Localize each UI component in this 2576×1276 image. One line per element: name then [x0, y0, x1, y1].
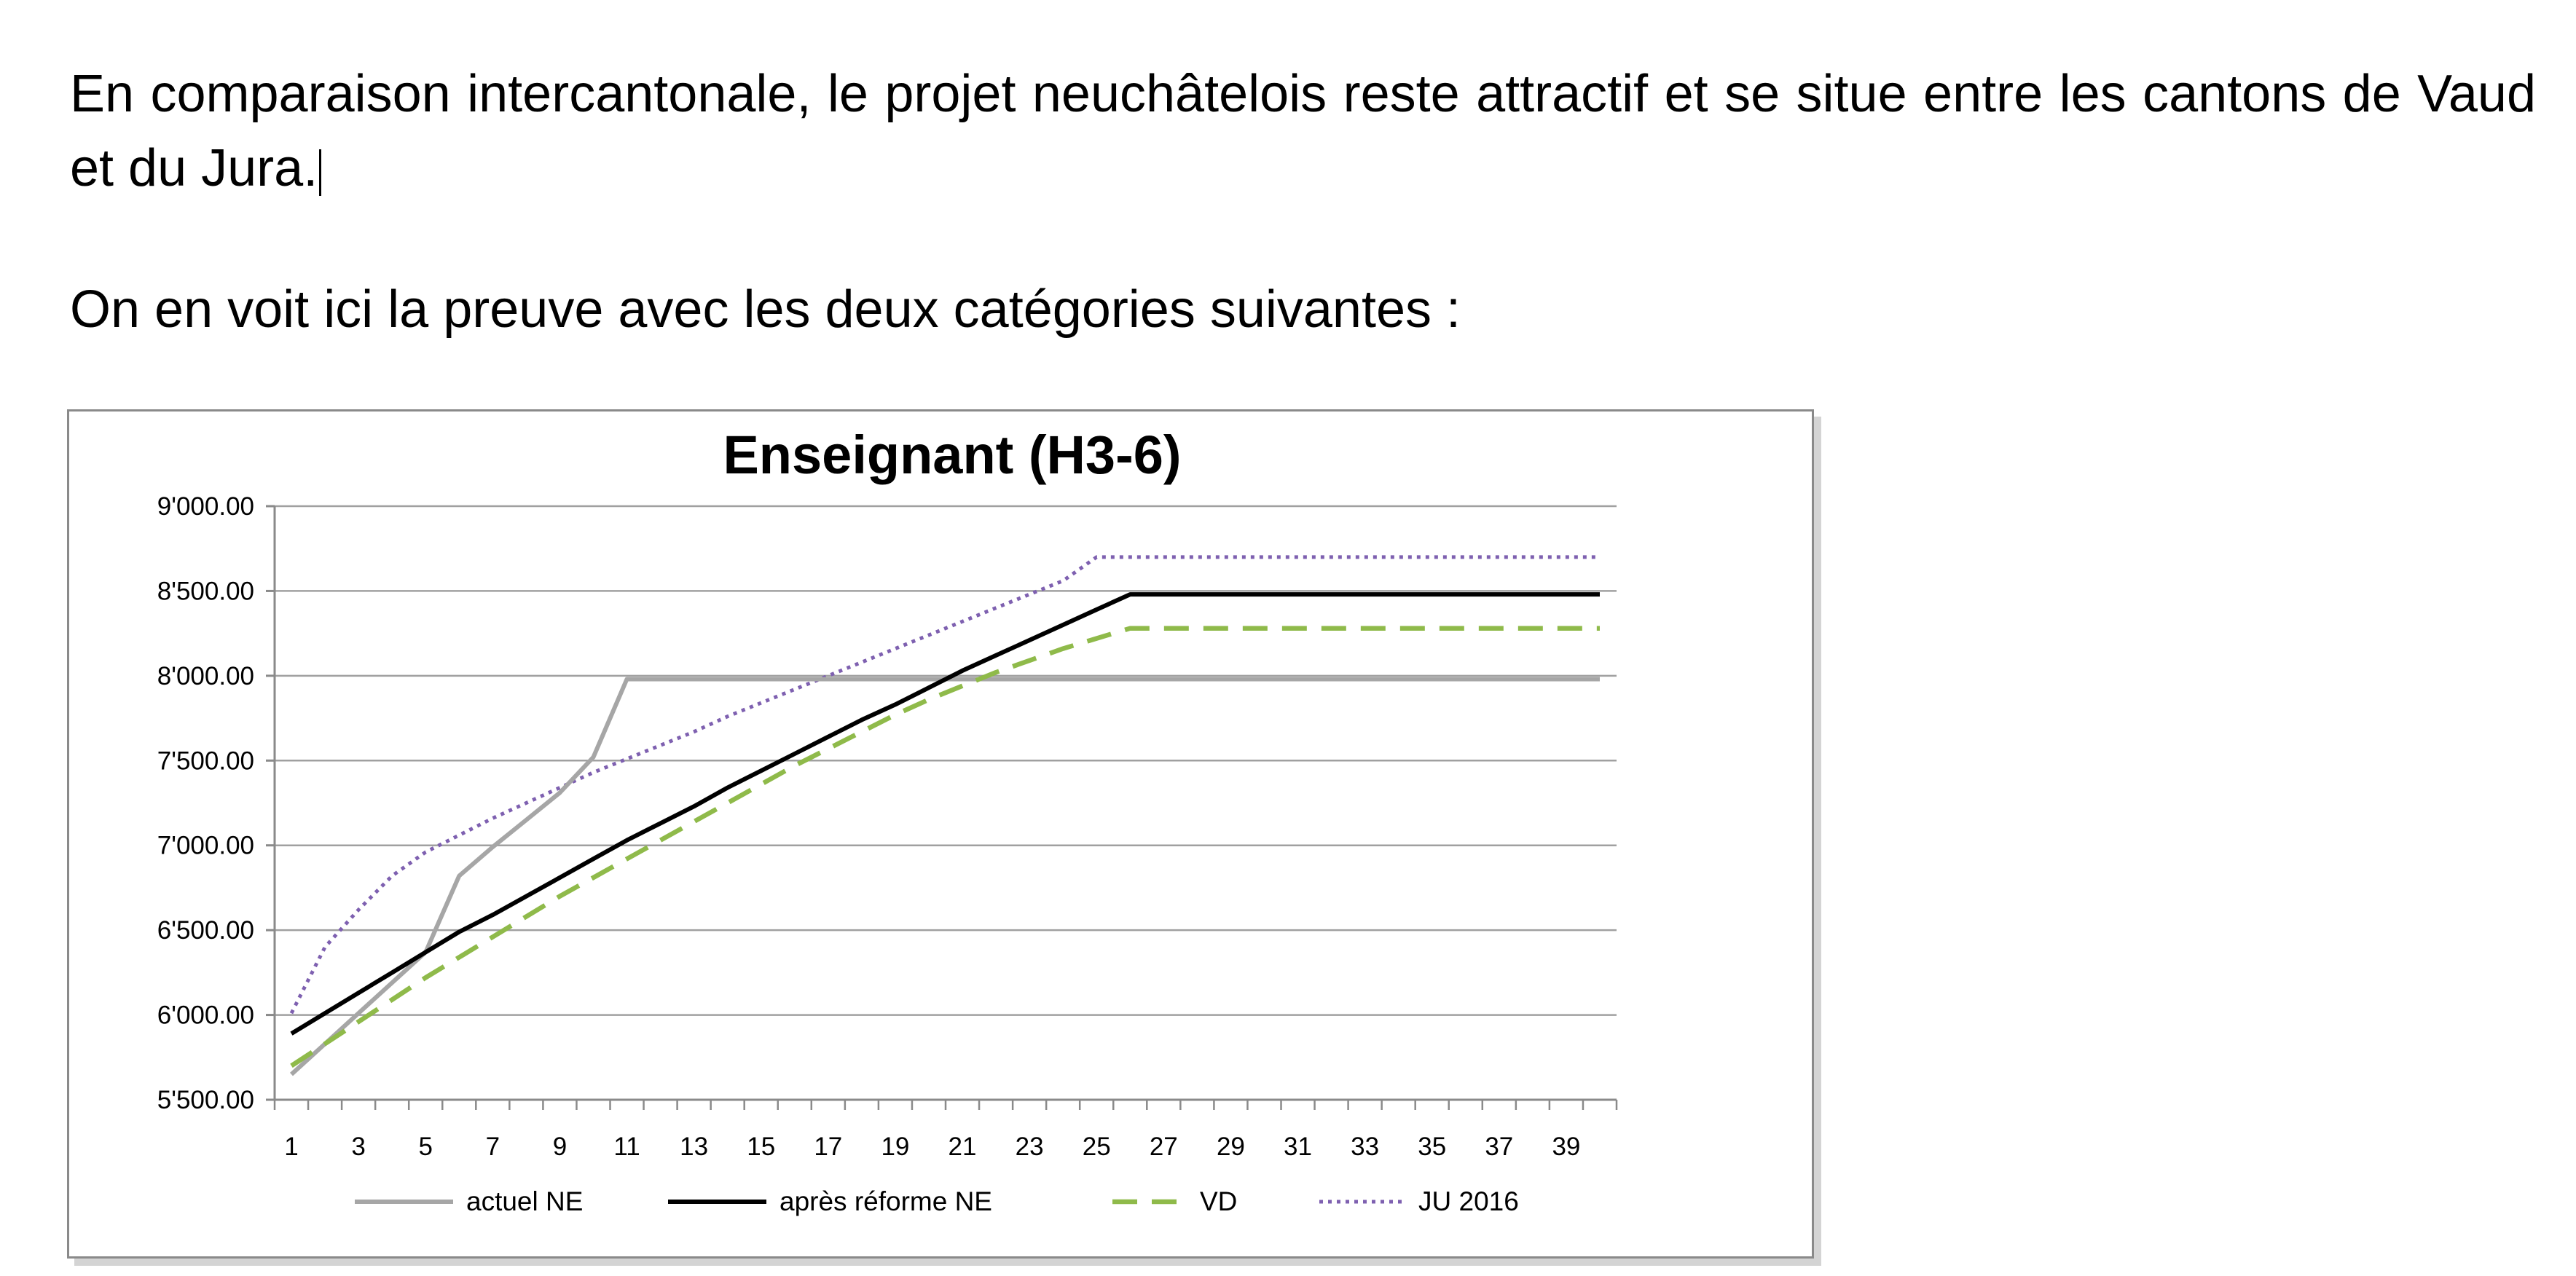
x-tick-label: 15 — [747, 1133, 775, 1161]
y-tick-label: 7'000.00 — [157, 832, 254, 860]
legend-label-3: JU 2016 — [1418, 1186, 1519, 1216]
y-tick-label: 7'500.00 — [157, 747, 254, 775]
x-tick-label: 33 — [1351, 1133, 1379, 1161]
paragraph-intro: En comparaison intercantonale, le projet… — [70, 57, 2536, 205]
paragraph-intro-text: En comparaison intercantonale, le projet… — [70, 65, 2536, 197]
x-tick-label: 31 — [1284, 1133, 1312, 1161]
chart-figure: 5'500.00 6'000.00 6'500.00 7'000.00 7'500.00… — [67, 409, 1814, 1259]
chart-title: Enseignant (H3-6) — [723, 425, 1181, 485]
x-tick-label: 3 — [351, 1133, 365, 1161]
y-tick-label: 8'000.00 — [157, 662, 254, 690]
x-tick-label: 9 — [553, 1133, 567, 1161]
x-tick-label: 29 — [1217, 1133, 1245, 1161]
text-cursor — [319, 149, 322, 196]
x-tick-label: 5 — [418, 1133, 432, 1161]
paragraph-categories: On en voit ici la preuve avec les deux c… — [70, 280, 1461, 339]
x-tick-label: 21 — [949, 1133, 977, 1161]
legend-label-1: après réforme NE — [780, 1186, 992, 1216]
x-tick-label: 7 — [486, 1133, 500, 1161]
x-tick-label: 1 — [284, 1133, 298, 1161]
chart-canvas: 5'500.00 6'000.00 6'500.00 7'000.00 7'500.00… — [157, 425, 1618, 1216]
series-line-2 — [290, 626, 1600, 1068]
legend-label-0: actuel NE — [466, 1186, 583, 1216]
x-tick-label: 13 — [680, 1133, 708, 1161]
x-tick-label: 23 — [1016, 1133, 1044, 1161]
y-tick-label: 9'000.00 — [157, 492, 254, 521]
series-line-1 — [290, 592, 1600, 1036]
x-tick-label: 37 — [1485, 1133, 1513, 1161]
y-tick-label: 6'500.00 — [157, 916, 254, 945]
x-tick-label: 39 — [1552, 1133, 1580, 1161]
x-tick-label: 19 — [881, 1133, 909, 1161]
x-tick-label: 27 — [1150, 1133, 1178, 1161]
y-tick-label: 5'500.00 — [157, 1086, 254, 1114]
legend-label-2: VD — [1200, 1186, 1237, 1216]
x-tick-label: 11 — [613, 1133, 640, 1161]
y-tick-label: 8'500.00 — [157, 577, 254, 605]
x-tick-label: 35 — [1418, 1133, 1446, 1161]
x-tick-label: 25 — [1083, 1133, 1111, 1161]
y-tick-label: 6'000.00 — [157, 1001, 254, 1030]
x-tick-label: 17 — [814, 1133, 842, 1161]
series-line-3 — [289, 555, 1600, 1015]
